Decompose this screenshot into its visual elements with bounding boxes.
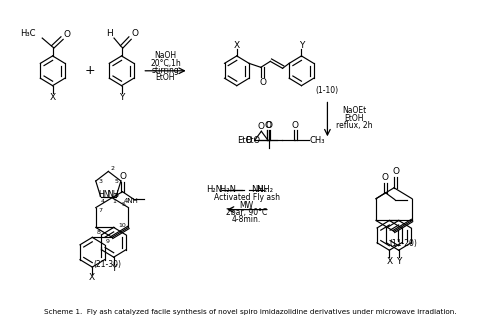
Text: 5: 5	[114, 179, 118, 183]
Text: 5: 5	[122, 202, 126, 207]
Text: Y: Y	[111, 264, 116, 272]
Text: O: O	[119, 172, 126, 181]
Text: (1-10): (1-10)	[316, 86, 339, 95]
Text: 20°C,1h: 20°C,1h	[150, 59, 181, 68]
Text: EtO: EtO	[237, 136, 252, 145]
Text: X: X	[50, 93, 56, 102]
Text: O: O	[132, 29, 138, 38]
Text: O: O	[292, 121, 299, 130]
Text: NaOEt: NaOEt	[342, 106, 366, 115]
Text: CH₃: CH₃	[310, 136, 325, 145]
Text: 2: 2	[110, 166, 114, 171]
Text: EtOH: EtOH	[156, 73, 175, 82]
Text: H₂N: H₂N	[206, 185, 222, 194]
Text: HN: HN	[98, 190, 110, 199]
Text: (11-20): (11-20)	[390, 239, 417, 248]
Text: O: O	[382, 173, 389, 182]
Text: 1: 1	[112, 199, 116, 204]
Text: 2bar, 90°C: 2bar, 90°C	[226, 208, 268, 217]
Text: NH: NH	[107, 190, 118, 199]
Text: 10: 10	[118, 223, 126, 228]
Text: Y: Y	[119, 93, 124, 102]
Text: Scheme 1.  Fly ash catalyzed facile synthesis of novel spiro imidazolidine deriv: Scheme 1. Fly ash catalyzed facile synth…	[44, 309, 456, 315]
Text: Y: Y	[299, 40, 304, 50]
Text: EtOH: EtOH	[344, 114, 364, 122]
Text: O: O	[264, 121, 272, 130]
Text: O: O	[266, 121, 272, 130]
Text: 8: 8	[96, 230, 100, 235]
Text: Y: Y	[396, 257, 402, 266]
Text: NaOH: NaOH	[154, 52, 176, 60]
Text: reflux, 2h: reflux, 2h	[336, 121, 372, 130]
Text: NH₂: NH₂	[251, 185, 267, 194]
Text: X: X	[234, 40, 240, 50]
Text: 7: 7	[98, 208, 102, 213]
Text: O: O	[259, 78, 266, 87]
Text: 9: 9	[106, 239, 110, 244]
Text: H₃C: H₃C	[20, 29, 36, 38]
Text: H: H	[106, 29, 113, 38]
Text: 4-8min.: 4-8min.	[232, 215, 262, 224]
Text: EtO: EtO	[246, 136, 260, 145]
Text: Activated Fly ash: Activated Fly ash	[214, 193, 280, 202]
Text: O: O	[64, 29, 70, 39]
Text: 4NH: 4NH	[124, 198, 138, 204]
Text: X: X	[89, 273, 96, 283]
Text: (21-30): (21-30)	[94, 260, 122, 269]
Text: 4: 4	[100, 199, 104, 204]
Text: O: O	[392, 168, 399, 176]
Text: 6: 6	[115, 193, 119, 198]
Text: 3: 3	[98, 179, 102, 183]
Text: MW: MW	[240, 201, 254, 210]
Text: H₂N        NH₂: H₂N NH₂	[220, 185, 273, 194]
Text: stirring: stirring	[152, 66, 180, 75]
Text: X: X	[386, 257, 392, 266]
Text: +: +	[84, 64, 95, 77]
Text: O: O	[258, 122, 265, 131]
